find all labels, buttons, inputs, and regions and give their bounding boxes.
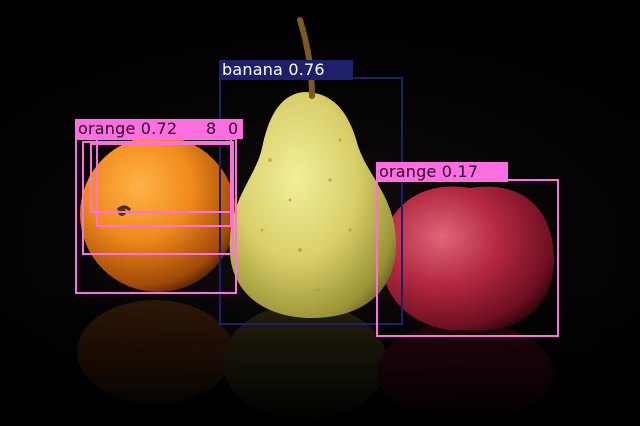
detection-box-orange	[75, 138, 237, 294]
detection-label-orange-0: 0	[225, 119, 243, 139]
detection-label-orange: orange 0.72	[75, 119, 203, 139]
detection-box-orange-4	[90, 143, 234, 213]
detection-box-apple	[376, 179, 559, 337]
pear-fruit	[229, 17, 397, 318]
detection-label-orange-8: 8	[203, 119, 225, 139]
detection-label-banana: banana 0.76	[219, 60, 353, 80]
apple-fruit	[381, 186, 555, 331]
detection-label-apple: orange 0.17	[376, 162, 508, 182]
table-surface	[0, 300, 640, 426]
